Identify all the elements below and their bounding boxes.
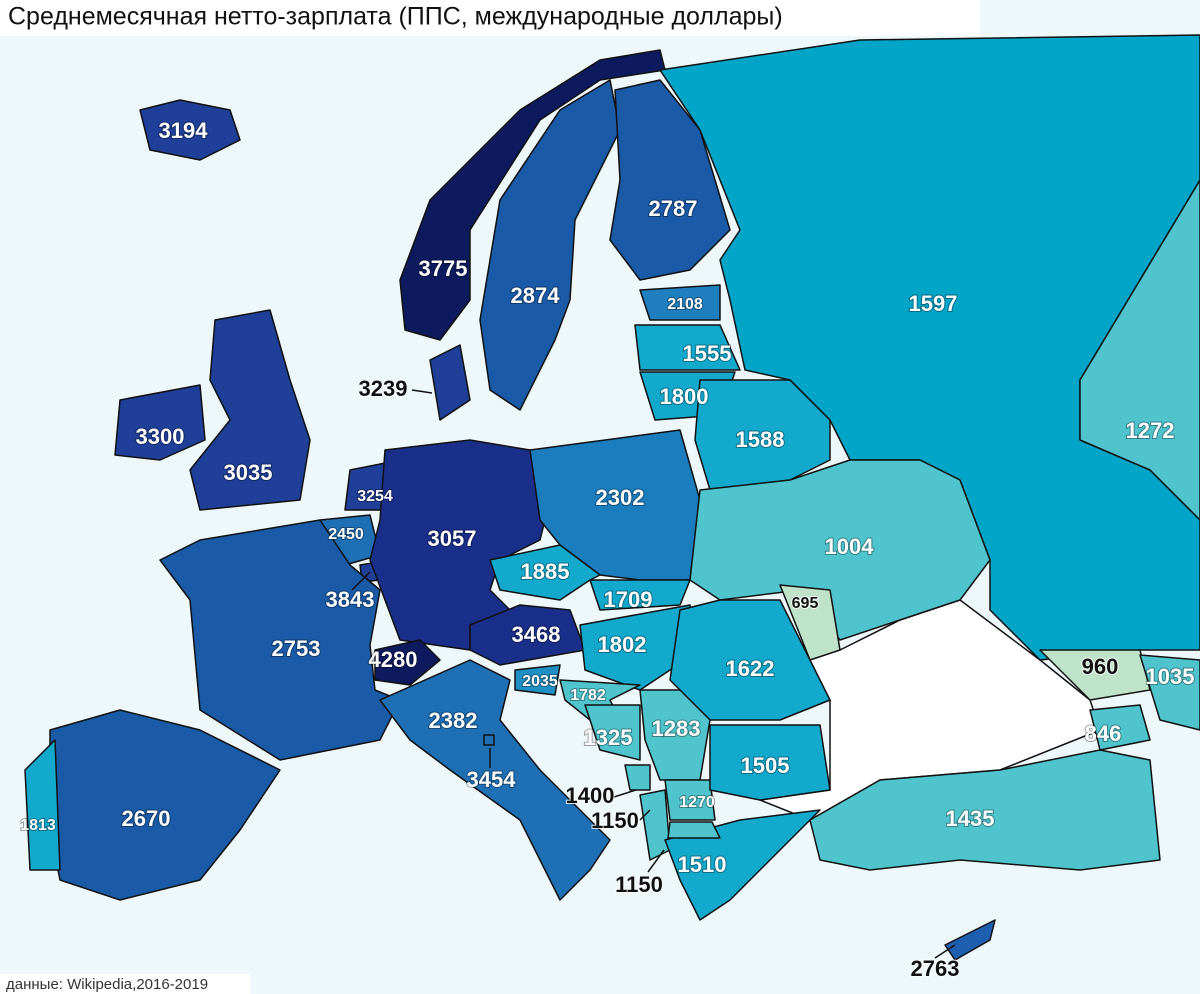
region — [779, 584, 841, 661]
region-value: 1622 — [726, 656, 775, 681]
region — [694, 379, 831, 491]
region-value: 2108 — [667, 296, 703, 313]
region-value: 1283 — [652, 716, 701, 741]
region — [189, 309, 311, 511]
region — [709, 724, 831, 801]
region-value: 1813 — [20, 817, 56, 834]
region — [1139, 654, 1200, 731]
region-value: 2382 — [429, 708, 478, 733]
region — [374, 639, 441, 686]
region-value: 2753 — [272, 636, 321, 661]
region-value: 2450 — [328, 526, 364, 543]
region-value: 1782 — [570, 687, 606, 704]
region-value: 3775 — [419, 256, 468, 281]
region — [664, 779, 716, 821]
region — [1089, 704, 1151, 751]
region — [1079, 179, 1200, 521]
region-value: 1270 — [679, 794, 715, 811]
region-value: 3057 — [428, 526, 477, 551]
region-value: 2763 — [911, 956, 960, 981]
region-value: 1555 — [683, 341, 732, 366]
region-value: 2874 — [511, 283, 561, 308]
region-value: 1505 — [741, 753, 790, 778]
region-value: 2302 — [596, 485, 645, 510]
region-value: 846 — [1085, 721, 1122, 746]
region-value: 2035 — [522, 673, 558, 690]
region — [139, 99, 241, 161]
region-value: 1800 — [660, 384, 709, 409]
region-value: 1150 — [591, 808, 639, 833]
region-value: 1272 — [1126, 418, 1175, 443]
title: Среднемесячная нетто-зарплата (ППС, межд… — [8, 3, 783, 31]
region-value: 3454 — [467, 767, 517, 792]
region — [667, 821, 721, 839]
region — [479, 79, 621, 411]
region — [639, 284, 721, 321]
leader-line — [647, 849, 665, 873]
region — [379, 659, 611, 901]
region-value: 1035 — [1146, 664, 1195, 689]
source-bg — [0, 974, 250, 994]
region-value: 960 — [1082, 654, 1119, 679]
region-value: 1435 — [946, 806, 995, 831]
region-value: 1325 — [584, 725, 633, 750]
region-value: 1004 — [825, 534, 875, 559]
region-value: 1400 — [566, 783, 615, 808]
leader-line — [934, 944, 956, 959]
regions — [24, 34, 1200, 961]
region — [809, 749, 1161, 871]
title-bg — [0, 0, 980, 36]
region-value: 695 — [792, 595, 819, 612]
region-value: 3254 — [357, 488, 393, 505]
region-value: 3843 — [326, 587, 375, 612]
region — [114, 384, 206, 461]
region-value: 3239 — [359, 376, 408, 401]
region — [589, 579, 691, 611]
region-value: 3468 — [512, 622, 561, 647]
region-value: 1709 — [604, 587, 653, 612]
region-value: 1510 — [678, 852, 727, 877]
leader-line — [613, 789, 637, 798]
source: данные: Wikipedia,2016-2019 — [6, 976, 208, 993]
region — [624, 764, 651, 791]
region-value: 4280 — [369, 647, 418, 672]
region-value: 3035 — [224, 460, 273, 485]
region-value: 3300 — [136, 424, 185, 449]
region-value: 1885 — [521, 559, 570, 584]
region-value: 1597 — [909, 291, 958, 316]
region — [579, 604, 701, 691]
region — [514, 664, 561, 696]
region-value: 1802 — [598, 632, 647, 657]
leader-lines — [351, 389, 956, 959]
region-value: 1588 — [736, 427, 785, 452]
leader-line — [351, 571, 371, 591]
region — [634, 324, 741, 371]
region — [24, 739, 61, 871]
region — [399, 49, 666, 341]
region-value: 2787 — [649, 196, 698, 221]
region — [944, 919, 996, 961]
region-value: 3194 — [159, 118, 209, 143]
region — [483, 734, 495, 746]
labels: 3194 3775 2874 2787 1597 2108 1555 1800 1588 1272… — [19, 117, 1195, 982]
leader-line — [639, 809, 651, 821]
region-value: 2670 — [122, 806, 171, 831]
region — [429, 344, 471, 421]
region — [584, 704, 641, 761]
region-value: 1150 — [615, 872, 663, 897]
leader-line — [411, 389, 433, 394]
